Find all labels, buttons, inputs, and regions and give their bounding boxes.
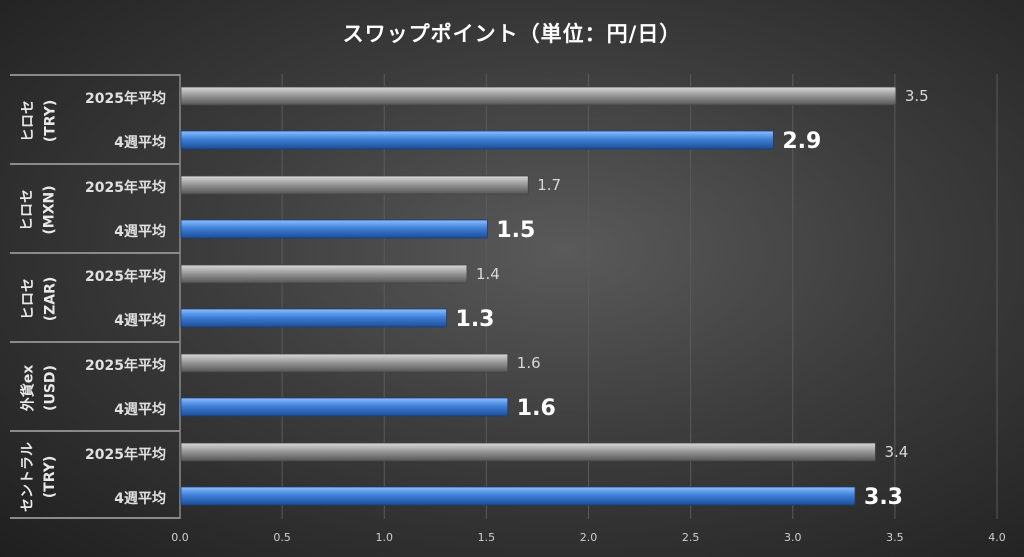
x-tick-label: 0.5	[273, 531, 291, 544]
data-label: 3.3	[864, 485, 903, 510]
group-0: ヒロセ (TRY) 2025年平均 4週平均	[10, 74, 180, 163]
group-label: ヒロセ (ZAR)	[14, 254, 64, 343]
group-4: セントラル (TRY) 2025年平均 4週平均	[10, 430, 180, 519]
bar-2025-avg	[180, 86, 897, 106]
category-label: 4週平均	[114, 491, 166, 507]
x-tick-label: 3.0	[784, 531, 802, 544]
x-tick-label: 1.0	[376, 531, 394, 544]
data-label: 1.7	[537, 176, 561, 194]
category-label: 4週平均	[114, 313, 166, 329]
group-label: セントラル (TRY)	[14, 432, 64, 521]
data-label: 1.3	[456, 307, 495, 332]
data-label: 1.6	[517, 396, 556, 421]
chart-title: スワップポイント（単位：円/日）	[342, 22, 682, 46]
group-label-text: ヒロセ (MXN)	[20, 184, 58, 235]
category-label: 2025年平均	[85, 447, 166, 463]
data-label: 1.6	[517, 354, 541, 372]
bar-2025-avg	[180, 175, 529, 195]
x-tick-label: 3.5	[886, 531, 904, 544]
x-tick-label: 4.0	[988, 531, 1006, 544]
category-label: 4週平均	[114, 135, 166, 151]
group-label: ヒロセ (TRY)	[14, 76, 64, 165]
data-label: 3.4	[884, 443, 908, 461]
group-label: ヒロセ (MXN)	[14, 165, 64, 254]
category-label: 2025年平均	[85, 180, 166, 196]
category-label: 2025年平均	[85, 358, 166, 374]
bar-4week-avg	[180, 486, 856, 506]
group-label-text: 外貨ex (USD)	[20, 364, 58, 411]
group-label-text: セントラル (TRY)	[20, 441, 58, 512]
bar-2025-avg	[180, 442, 876, 462]
bar-4week-avg	[180, 397, 509, 417]
x-tick-label: 2.0	[580, 531, 598, 544]
x-tick-label: 1.5	[478, 531, 496, 544]
category-label: 4週平均	[114, 402, 166, 418]
data-label: 3.5	[905, 87, 929, 105]
x-tick-label: 2.5	[682, 531, 700, 544]
data-label: 1.4	[476, 265, 500, 283]
group-1: ヒロセ (MXN) 2025年平均 4週平均	[10, 163, 180, 252]
data-label: 1.5	[496, 218, 535, 243]
group-2: ヒロセ (ZAR) 2025年平均 4週平均	[10, 252, 180, 341]
group-label-text: ヒロセ (TRY)	[20, 99, 58, 142]
category-label: 2025年平均	[85, 91, 166, 107]
bar-2025-avg	[180, 353, 509, 373]
group-3: 外貨ex (USD) 2025年平均 4週平均	[10, 341, 180, 430]
group-label: 外貨ex (USD)	[14, 343, 64, 432]
data-label: 2.9	[782, 129, 821, 154]
bar-4week-avg	[180, 219, 488, 239]
bar-2025-avg	[180, 264, 468, 284]
category-label: 4週平均	[114, 224, 166, 240]
bar-4week-avg	[180, 308, 447, 328]
bar-4week-avg	[180, 130, 774, 150]
group-label-text: ヒロセ (ZAR)	[19, 276, 58, 321]
category-label: 2025年平均	[85, 269, 166, 285]
x-tick-label: 0.0	[171, 531, 189, 544]
